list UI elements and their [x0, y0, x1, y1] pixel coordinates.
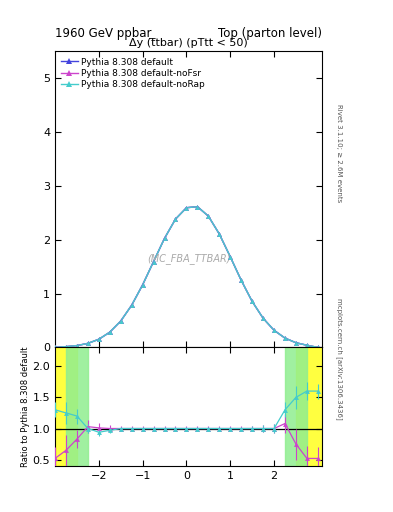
Bar	[53, 348, 77, 466]
Text: (MC_FBA_TTBAR): (MC_FBA_TTBAR)	[147, 253, 230, 264]
Text: mcplots.cern.ch [arXiv:1306.3436]: mcplots.cern.ch [arXiv:1306.3436]	[336, 297, 343, 419]
Bar	[296, 348, 325, 466]
Text: Rivet 3.1.10; ≥ 2.6M events: Rivet 3.1.10; ≥ 2.6M events	[336, 104, 342, 203]
Bar	[285, 348, 307, 466]
Bar	[66, 348, 88, 466]
Title: Δy (t̅tbar) (pTtt < 50): Δy (t̅tbar) (pTtt < 50)	[129, 38, 248, 48]
Text: 1960 GeV ppbar: 1960 GeV ppbar	[55, 27, 152, 40]
Legend: Pythia 8.308 default, Pythia 8.308 default-noFsr, Pythia 8.308 default-noRap: Pythia 8.308 default, Pythia 8.308 defau…	[59, 56, 207, 91]
Text: Top (parton level): Top (parton level)	[218, 27, 322, 40]
Y-axis label: Ratio to Pythia 8.308 default: Ratio to Pythia 8.308 default	[20, 347, 29, 467]
